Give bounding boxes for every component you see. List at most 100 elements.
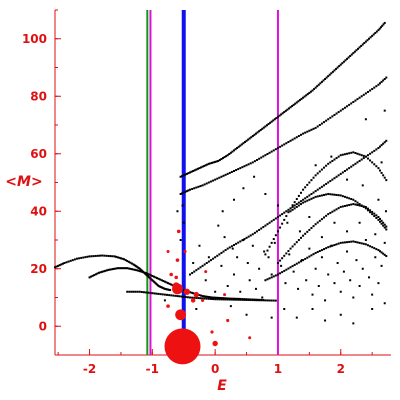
mid-arc-4-point [339,194,342,197]
second-band-point [318,187,321,190]
upper-band-point [218,158,221,161]
upper-band-point [265,124,268,127]
left-arc-lower-point [119,267,122,270]
second-band-point [360,158,363,161]
left-arc-lower-point [107,268,110,271]
left-arc-lower-point [160,279,163,282]
left-arc-bottom-point [180,295,183,298]
upper-band-point [305,94,308,97]
mid-arc-4-point [335,193,338,196]
upper-band-2-point [239,167,242,170]
mid-arc-2-point [358,204,361,207]
mid-arc-4-point [375,216,378,219]
second-band-point [266,223,269,226]
upper-band-2-point [262,155,265,158]
upper-band-point [364,40,367,43]
mid-arc-3-point [291,265,294,268]
upper-band-point [298,99,301,102]
mid-arc-4-point [325,193,328,196]
left-arc-upper-point [160,286,163,289]
mid-arc-point [385,179,388,182]
mid-arc-4-point [293,207,296,210]
upper-band-2-point [279,145,282,148]
mid-arc-3-point [283,269,286,272]
left-arc-upper-point [152,280,155,283]
upper-band-2-point [383,78,386,80]
upper-band-point [269,121,272,124]
mid-arc-point [360,154,363,157]
upper-band-2-point [256,158,259,161]
mid-arc-point [375,165,378,168]
left-arc-lower-point [162,279,165,282]
upper-band-point [324,78,327,80]
left-arc-upper-point [136,266,139,269]
upper-band-point [228,152,231,155]
left-arc-upper-point [119,257,122,260]
left-arc-upper-point [105,254,108,257]
scatter-point-93 [182,221,185,224]
upper-band-point [361,43,364,46]
scatter-point-47 [261,296,264,299]
mid-arc-point [285,215,288,218]
upper-band-point [320,80,323,83]
y-tick-label-2: 40 [30,204,47,218]
left-arc-lower-point [223,297,226,300]
left-arc-upper-point [101,254,104,257]
upper-band-point [259,129,262,132]
left-arc-bottom-point [203,297,206,300]
left-arc-bottom-point [182,295,185,298]
left-arc-upper-point [60,263,63,266]
upper-band-2-point [189,188,192,191]
second-band-point [327,181,330,184]
mid-arc-point [364,155,367,158]
mid-arc-point [264,253,267,256]
upper-band-point [378,27,381,30]
second-band-point [256,230,259,233]
scatter-point-50 [220,264,223,267]
left-arc-bottom-point [195,296,198,299]
second-band-point [209,259,212,262]
second-band-point [224,249,227,252]
upper-band-point [207,162,210,165]
scatter-point-2 [231,247,234,250]
left-arc-upper-point [96,254,99,257]
scatter-point-14 [288,253,291,256]
upper-band-point [179,175,182,178]
upper-band-point [281,112,284,115]
second-band-point [333,177,336,180]
second-band-point [310,193,313,195]
mid-arc-point [371,161,374,164]
left-arc-bottom-point [268,299,271,302]
mid-arc-point [337,155,340,158]
mid-arc-3-point [364,243,367,246]
left-arc-bottom-point [140,290,143,293]
scatter-point-68 [320,236,323,239]
second-band-point [304,197,307,200]
left-arc-bottom-point [218,298,221,301]
upper-band-point [295,101,298,104]
left-arc-lower-point [217,296,220,299]
upper-band-point [283,111,286,114]
left-arc-lower-point [108,268,111,271]
second-band-point [276,216,279,218]
mid-arc-3-point [360,242,363,245]
left-arc-upper-point [168,288,171,291]
upper-band-2-point [352,101,355,103]
mid-arc-4-point [308,198,311,201]
upper-band-point [237,145,240,148]
left-arc-upper-point [109,255,112,258]
left-arc-lower-point [157,277,160,280]
mid-arc-4-point [354,200,357,203]
upper-band-2-point [356,98,359,101]
mid-arc-4-point [297,204,300,207]
mid-arc-point [379,169,382,172]
upper-band-2-point [181,192,184,195]
mid-arc-2-point [356,204,359,207]
upper-band-2-point [201,184,204,187]
mid-arc-point [341,153,344,156]
upper-band-2-point [329,116,332,119]
left-arc-bottom-point [174,294,177,297]
highlight-point-19 [248,336,252,340]
mid-arc-point [377,167,380,170]
upper-band-2-point [218,176,221,179]
